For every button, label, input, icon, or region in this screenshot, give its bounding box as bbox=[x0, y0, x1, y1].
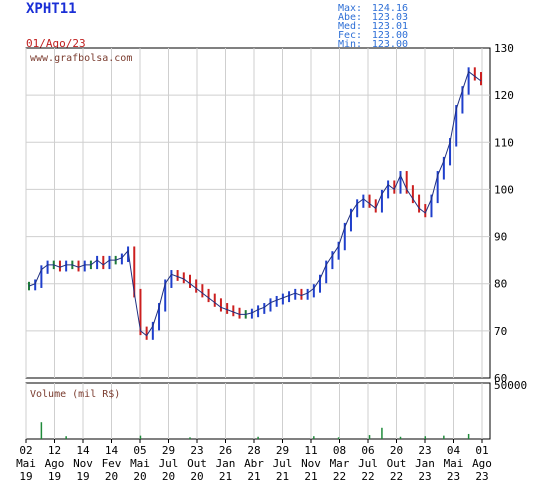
y-tick-label: 60 bbox=[494, 372, 507, 385]
x-tick-label: 12 bbox=[48, 444, 61, 457]
x-tick-label: 19 bbox=[19, 470, 32, 483]
x-tick-label: Abr bbox=[244, 457, 264, 470]
x-tick-label: 21 bbox=[219, 470, 232, 483]
y-tick-label: 100 bbox=[494, 183, 514, 196]
price-grid bbox=[25, 48, 490, 378]
x-tick-label: 05 bbox=[133, 444, 146, 457]
x-tick-label: 21 bbox=[276, 470, 289, 483]
stat-value: 123.01 bbox=[372, 21, 408, 32]
x-tick-label: Jul bbox=[358, 457, 378, 470]
stat-label: Max: bbox=[338, 3, 362, 14]
chart-date: 01/Ago/23 bbox=[26, 37, 86, 50]
x-tick-label: 20 bbox=[390, 444, 403, 457]
stat-label: Fec: bbox=[338, 30, 362, 41]
x-tick-label: Mar bbox=[330, 457, 350, 470]
x-tick-label: 06 bbox=[361, 444, 374, 457]
x-tick-label: 08 bbox=[333, 444, 346, 457]
volume-tick-label: 50000 bbox=[494, 379, 527, 392]
watermark: www.grafbolsa.com bbox=[30, 53, 132, 64]
price-line bbox=[28, 70, 482, 337]
x-tick-label: Ago bbox=[472, 457, 492, 470]
x-tick-label: 26 bbox=[219, 444, 232, 457]
y-tick-label: 80 bbox=[494, 278, 507, 291]
x-tick-label: Ago bbox=[45, 457, 65, 470]
volume-y-axis: 50000 bbox=[494, 379, 527, 392]
x-tick-label: 14 bbox=[76, 444, 90, 457]
x-tick-label: 20 bbox=[162, 470, 175, 483]
x-tick-label: 22 bbox=[390, 470, 403, 483]
x-tick-label: Jan bbox=[415, 457, 435, 470]
stat-value: 124.16 bbox=[372, 3, 408, 14]
price-bars bbox=[28, 67, 482, 340]
stat-value: 123.00 bbox=[372, 30, 408, 41]
volume-bars bbox=[40, 422, 470, 439]
x-tick-label: 29 bbox=[162, 444, 175, 457]
y-tick-label: 70 bbox=[494, 325, 507, 338]
x-tick-label: Out bbox=[387, 457, 407, 470]
stat-value: 123.00 bbox=[372, 39, 408, 50]
x-tick-label: Jul bbox=[159, 457, 179, 470]
x-tick-label: 21 bbox=[304, 470, 317, 483]
x-tick-label: Jan bbox=[216, 457, 236, 470]
date-x-axis: 02Mai1912Ago1914Nov1914Fev2005Mai2029Jul… bbox=[16, 439, 492, 483]
x-tick-label: Nov bbox=[301, 457, 321, 470]
x-tick-label: 19 bbox=[76, 470, 89, 483]
x-tick-label: 28 bbox=[247, 444, 260, 457]
x-tick-label: 14 bbox=[105, 444, 119, 457]
price-plot-area bbox=[25, 47, 491, 379]
y-tick-label: 90 bbox=[494, 231, 507, 244]
x-tick-label: Mai bbox=[130, 457, 150, 470]
x-tick-label: Mai bbox=[444, 457, 464, 470]
x-tick-label: 23 bbox=[418, 444, 431, 457]
x-tick-label: 11 bbox=[304, 444, 317, 457]
x-tick-label: 29 bbox=[276, 444, 289, 457]
x-tick-label: 20 bbox=[190, 470, 203, 483]
x-tick-label: 19 bbox=[48, 470, 61, 483]
y-tick-label: 120 bbox=[494, 89, 514, 102]
stat-value: 123.03 bbox=[372, 12, 408, 23]
stat-label: Min: bbox=[338, 39, 362, 50]
x-tick-label: 23 bbox=[447, 470, 460, 483]
x-tick-label: 20 bbox=[133, 470, 146, 483]
volume-label: Volume (mil R$) bbox=[30, 389, 120, 400]
x-tick-label: 02 bbox=[19, 444, 32, 457]
x-tick-label: 21 bbox=[247, 470, 260, 483]
stat-label: Med: bbox=[338, 21, 362, 32]
x-tick-label: Jul bbox=[273, 457, 293, 470]
ticker-title: XPHT11 bbox=[26, 1, 77, 17]
stat-label: Abe: bbox=[338, 12, 362, 23]
x-tick-label: 22 bbox=[361, 470, 374, 483]
x-tick-label: Nov bbox=[73, 457, 93, 470]
x-tick-label: 04 bbox=[447, 444, 461, 457]
y-tick-label: 130 bbox=[494, 42, 514, 55]
stats-panel: Max: 124.16 Abe: 123.03 Med: 123.01 Fec: 123.00… bbox=[338, 3, 408, 50]
x-tick-label: 01 bbox=[475, 444, 488, 457]
x-tick-label: Fev bbox=[102, 457, 122, 470]
volume-plot-area bbox=[25, 382, 491, 440]
y-tick-label: 110 bbox=[494, 136, 514, 149]
x-tick-label: 23 bbox=[418, 470, 431, 483]
x-tick-label: 23 bbox=[190, 444, 203, 457]
x-tick-label: 20 bbox=[105, 470, 118, 483]
x-tick-label: 22 bbox=[333, 470, 346, 483]
x-tick-label: 23 bbox=[475, 470, 488, 483]
volume-grid bbox=[25, 383, 483, 439]
price-y-axis: 60 70 80 90 100 110 120 130 bbox=[494, 42, 514, 385]
x-tick-label: Out bbox=[187, 457, 207, 470]
x-tick-label: Mai bbox=[16, 457, 36, 470]
